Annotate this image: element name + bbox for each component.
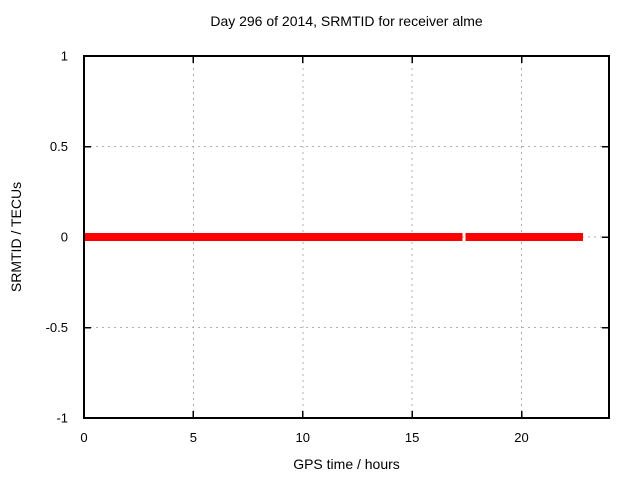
y-tick-label: 0 xyxy=(61,230,68,245)
x-tick-label: 15 xyxy=(405,430,419,445)
x-tick-label: 5 xyxy=(190,430,197,445)
x-tick-label: 20 xyxy=(514,430,528,445)
y-tick-label: 0.5 xyxy=(50,139,68,154)
x-axis-title: GPS time / hours xyxy=(293,456,400,472)
x-tick-label: 10 xyxy=(296,430,310,445)
chart-title: Day 296 of 2014, SRMTID for receiver alm… xyxy=(210,13,483,29)
y-tick-label: -0.5 xyxy=(46,320,68,335)
plot-border xyxy=(83,55,610,419)
x-tick-label: 0 xyxy=(80,430,87,445)
y-tick-label: -1 xyxy=(56,411,68,426)
y-tick-label: 1 xyxy=(61,49,68,64)
